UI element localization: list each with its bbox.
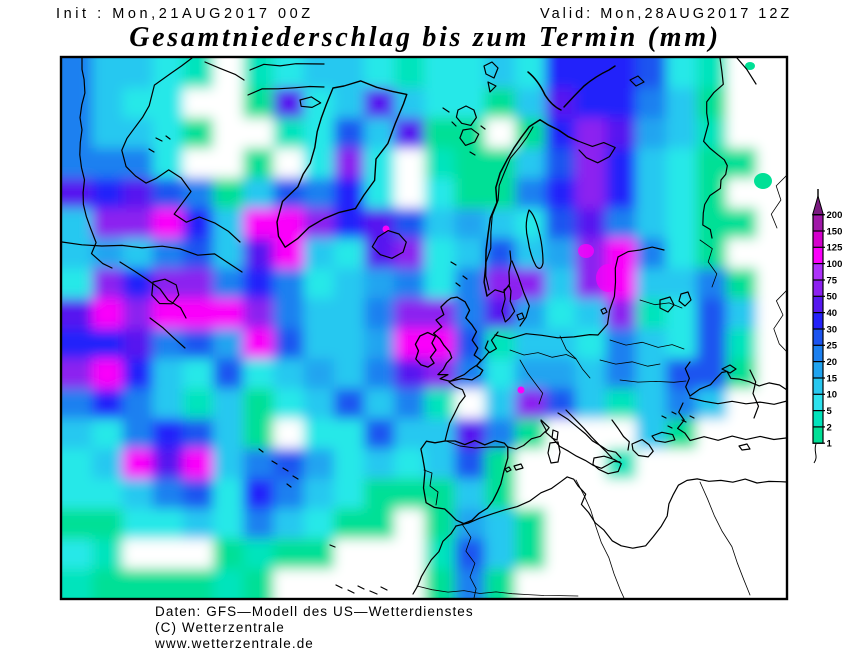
svg-text:1: 1	[827, 439, 833, 450]
svg-text:2: 2	[827, 422, 832, 433]
svg-text:75: 75	[827, 275, 838, 286]
svg-text:125: 125	[827, 243, 844, 254]
svg-text:20: 20	[827, 357, 838, 368]
svg-text:15: 15	[827, 373, 838, 384]
svg-text:150: 150	[827, 226, 843, 237]
svg-text:50: 50	[827, 292, 838, 303]
svg-text:30: 30	[827, 324, 838, 335]
svg-text:100: 100	[827, 259, 843, 270]
svg-text:40: 40	[827, 308, 838, 319]
svg-text:5: 5	[827, 406, 833, 417]
svg-text:25: 25	[827, 341, 838, 352]
svg-text:10: 10	[827, 390, 838, 401]
svg-text:200: 200	[827, 210, 843, 221]
